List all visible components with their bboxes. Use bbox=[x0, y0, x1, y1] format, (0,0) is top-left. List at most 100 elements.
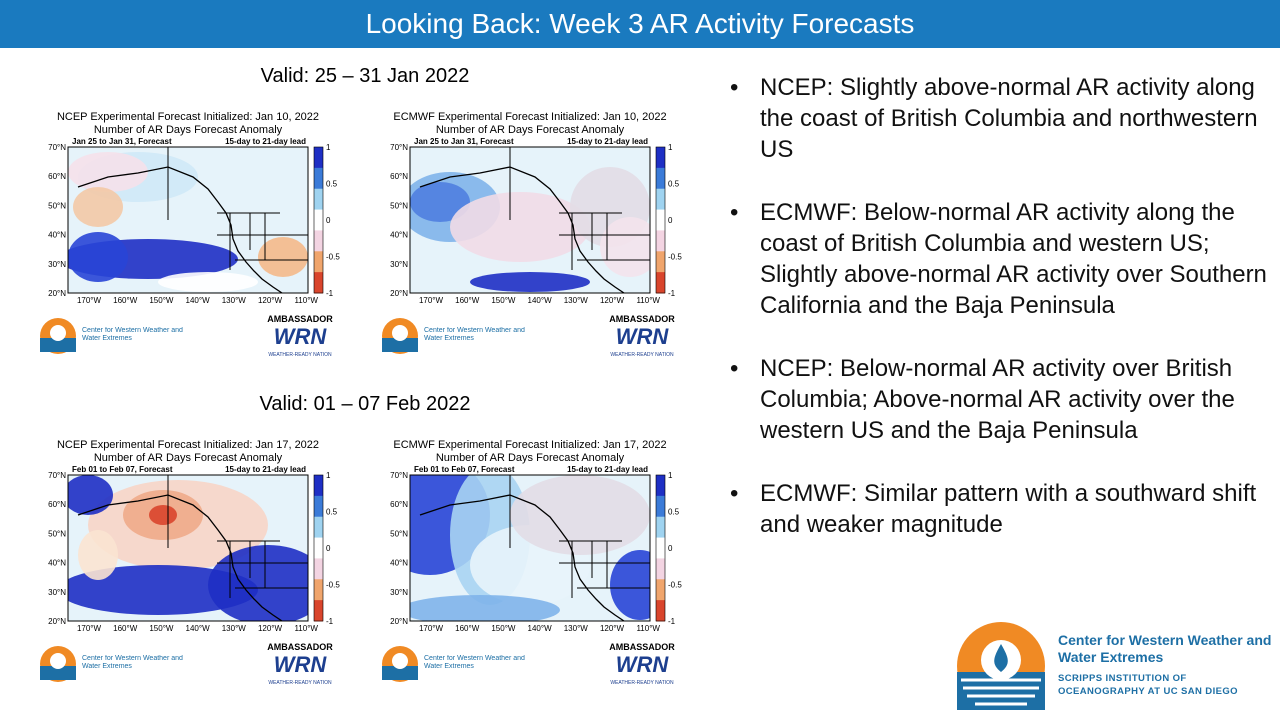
coastline bbox=[77, 166, 283, 293]
slide-title: Looking Back: Week 3 AR Activity Forecas… bbox=[0, 0, 1280, 48]
lat-label: 30°N bbox=[390, 588, 408, 597]
bullet-list: NCEP: Slightly above-normal AR activity … bbox=[728, 72, 1276, 572]
map-title: ECMWF Experimental Forecast Initialized:… bbox=[393, 439, 666, 451]
cw3e-text: Center for Western Weather and Water Ext… bbox=[82, 655, 183, 670]
anomaly bbox=[149, 505, 177, 525]
colorbar-label: -1 bbox=[326, 617, 334, 626]
map-panel: NCEP Experimental Forecast Initialized: … bbox=[20, 100, 360, 365]
colorbar-label: 0 bbox=[326, 216, 331, 225]
colorbar-label: 0.5 bbox=[668, 180, 680, 189]
lat-label: 50°N bbox=[390, 201, 408, 210]
cw3e-drop bbox=[392, 325, 408, 341]
lat-label: 40°N bbox=[390, 559, 408, 568]
map-period: Feb 01 to Feb 07, Forecast bbox=[414, 465, 515, 474]
borders bbox=[509, 147, 650, 270]
cw3e-text-box: Center for Western Weather and Water Ext… bbox=[82, 655, 183, 670]
maps-area: Valid: 25 – 31 Jan 2022 NCEP Experimental… bbox=[20, 65, 702, 693]
wrn-sub: WEATHER-READY NATION bbox=[268, 680, 332, 686]
lat-label: 40°N bbox=[48, 559, 66, 568]
lat-label: 20°N bbox=[390, 617, 408, 626]
map-subtitle: Number of AR Days Forecast Anomaly bbox=[94, 452, 283, 464]
colorbar-seg bbox=[314, 516, 323, 539]
borders bbox=[509, 475, 650, 598]
lat-label: 50°N bbox=[390, 529, 408, 538]
map-plot bbox=[68, 147, 308, 293]
colorbar-seg bbox=[656, 600, 665, 622]
cw3e-drop bbox=[392, 653, 408, 669]
lat-label: 30°N bbox=[390, 260, 408, 269]
wrn-sub: WEATHER-READY NATION bbox=[268, 352, 332, 358]
map-panel: ECMWF Experimental Forecast Initialized:… bbox=[362, 428, 702, 693]
colorbar-label: 1 bbox=[668, 143, 673, 152]
anomaly bbox=[410, 182, 470, 222]
lon-label: 120°W bbox=[258, 296, 283, 305]
wrn: WRN bbox=[616, 324, 670, 349]
anomaly bbox=[610, 550, 650, 620]
anomaly bbox=[450, 192, 590, 262]
lon-label: 170°W bbox=[419, 296, 444, 305]
map-period: Feb 01 to Feb 07, Forecast bbox=[72, 465, 173, 474]
bullet: NCEP: Slightly above-normal AR activity … bbox=[728, 72, 1276, 165]
lon-label: 130°W bbox=[222, 296, 247, 305]
anomaly bbox=[73, 187, 123, 227]
colorbar-label: -1 bbox=[326, 289, 334, 298]
lon-label: 140°W bbox=[528, 624, 553, 633]
anomaly bbox=[68, 475, 113, 515]
lat-label: 50°N bbox=[48, 201, 66, 210]
map-subtitle: Number of AR Days Forecast Anomaly bbox=[436, 452, 625, 464]
lon-label: 170°W bbox=[77, 624, 102, 633]
lon-label: 160°W bbox=[113, 624, 138, 633]
colorbar-frame bbox=[313, 146, 324, 294]
lat-label: 60°N bbox=[48, 172, 66, 181]
colorbar-seg bbox=[314, 475, 323, 497]
lon-label: 160°W bbox=[455, 624, 480, 633]
logo-mark bbox=[957, 622, 1045, 710]
colorbar-seg bbox=[314, 251, 323, 273]
colorbar-label: -0.5 bbox=[668, 253, 682, 262]
lon-label: 160°W bbox=[455, 296, 480, 305]
logo-affiliation: SCRIPPS INSTITUTION OF OCEANOGRAPHY AT U… bbox=[1058, 673, 1238, 697]
lat-label: 70°N bbox=[390, 471, 408, 480]
colorbar-seg bbox=[656, 495, 665, 518]
wrn: WRN bbox=[616, 652, 670, 677]
colorbar-seg bbox=[656, 475, 665, 497]
lon-label: 130°W bbox=[564, 624, 589, 633]
colorbar-label: 0 bbox=[326, 544, 331, 553]
anomaly bbox=[258, 237, 308, 277]
cw3e-drop bbox=[50, 325, 66, 341]
map-title: ECMWF Experimental Forecast Initialized:… bbox=[393, 111, 666, 123]
lon-label: 120°W bbox=[600, 296, 625, 305]
ambassador: AMBASSADOR bbox=[267, 314, 333, 324]
lat-label: 70°N bbox=[390, 143, 408, 152]
colorbar-seg bbox=[314, 579, 323, 601]
lon-label: 120°W bbox=[600, 624, 625, 633]
anomaly bbox=[410, 595, 560, 621]
lon-label: 140°W bbox=[528, 296, 553, 305]
cw3e-text: Center for Western Weather and Water Ext… bbox=[424, 327, 525, 342]
lat-label: 70°N bbox=[48, 471, 66, 480]
lon-label: 170°W bbox=[419, 624, 444, 633]
colorbar-frame bbox=[655, 474, 666, 622]
colorbar-seg bbox=[314, 209, 323, 231]
anomaly bbox=[78, 530, 118, 580]
map-lead: 15-day to 21-day lead bbox=[225, 465, 306, 474]
map-plot bbox=[68, 475, 308, 621]
colorbar-label: -1 bbox=[668, 617, 676, 626]
cw3e-wave bbox=[40, 666, 76, 680]
lat-label: 20°N bbox=[390, 289, 408, 298]
borders bbox=[167, 147, 308, 270]
colorbar-label: -1 bbox=[668, 289, 676, 298]
colorbar-seg bbox=[656, 230, 665, 252]
lat-label: 30°N bbox=[48, 260, 66, 269]
lon-label: 110°W bbox=[636, 624, 660, 633]
colorbar-seg bbox=[314, 537, 323, 559]
cw3e-text-box: Center for Western Weather and Water Ext… bbox=[424, 655, 525, 670]
valid-label: Valid: 25 – 31 Jan 2022 bbox=[261, 65, 470, 87]
colorbar-seg bbox=[656, 558, 665, 580]
colorbar-label: 1 bbox=[326, 143, 331, 152]
lon-label: 160°W bbox=[113, 296, 138, 305]
colorbar-label: 1 bbox=[326, 471, 331, 480]
lon-label: 140°W bbox=[186, 296, 211, 305]
ambassador: AMBASSADOR bbox=[267, 642, 333, 652]
lat-label: 70°N bbox=[48, 143, 66, 152]
